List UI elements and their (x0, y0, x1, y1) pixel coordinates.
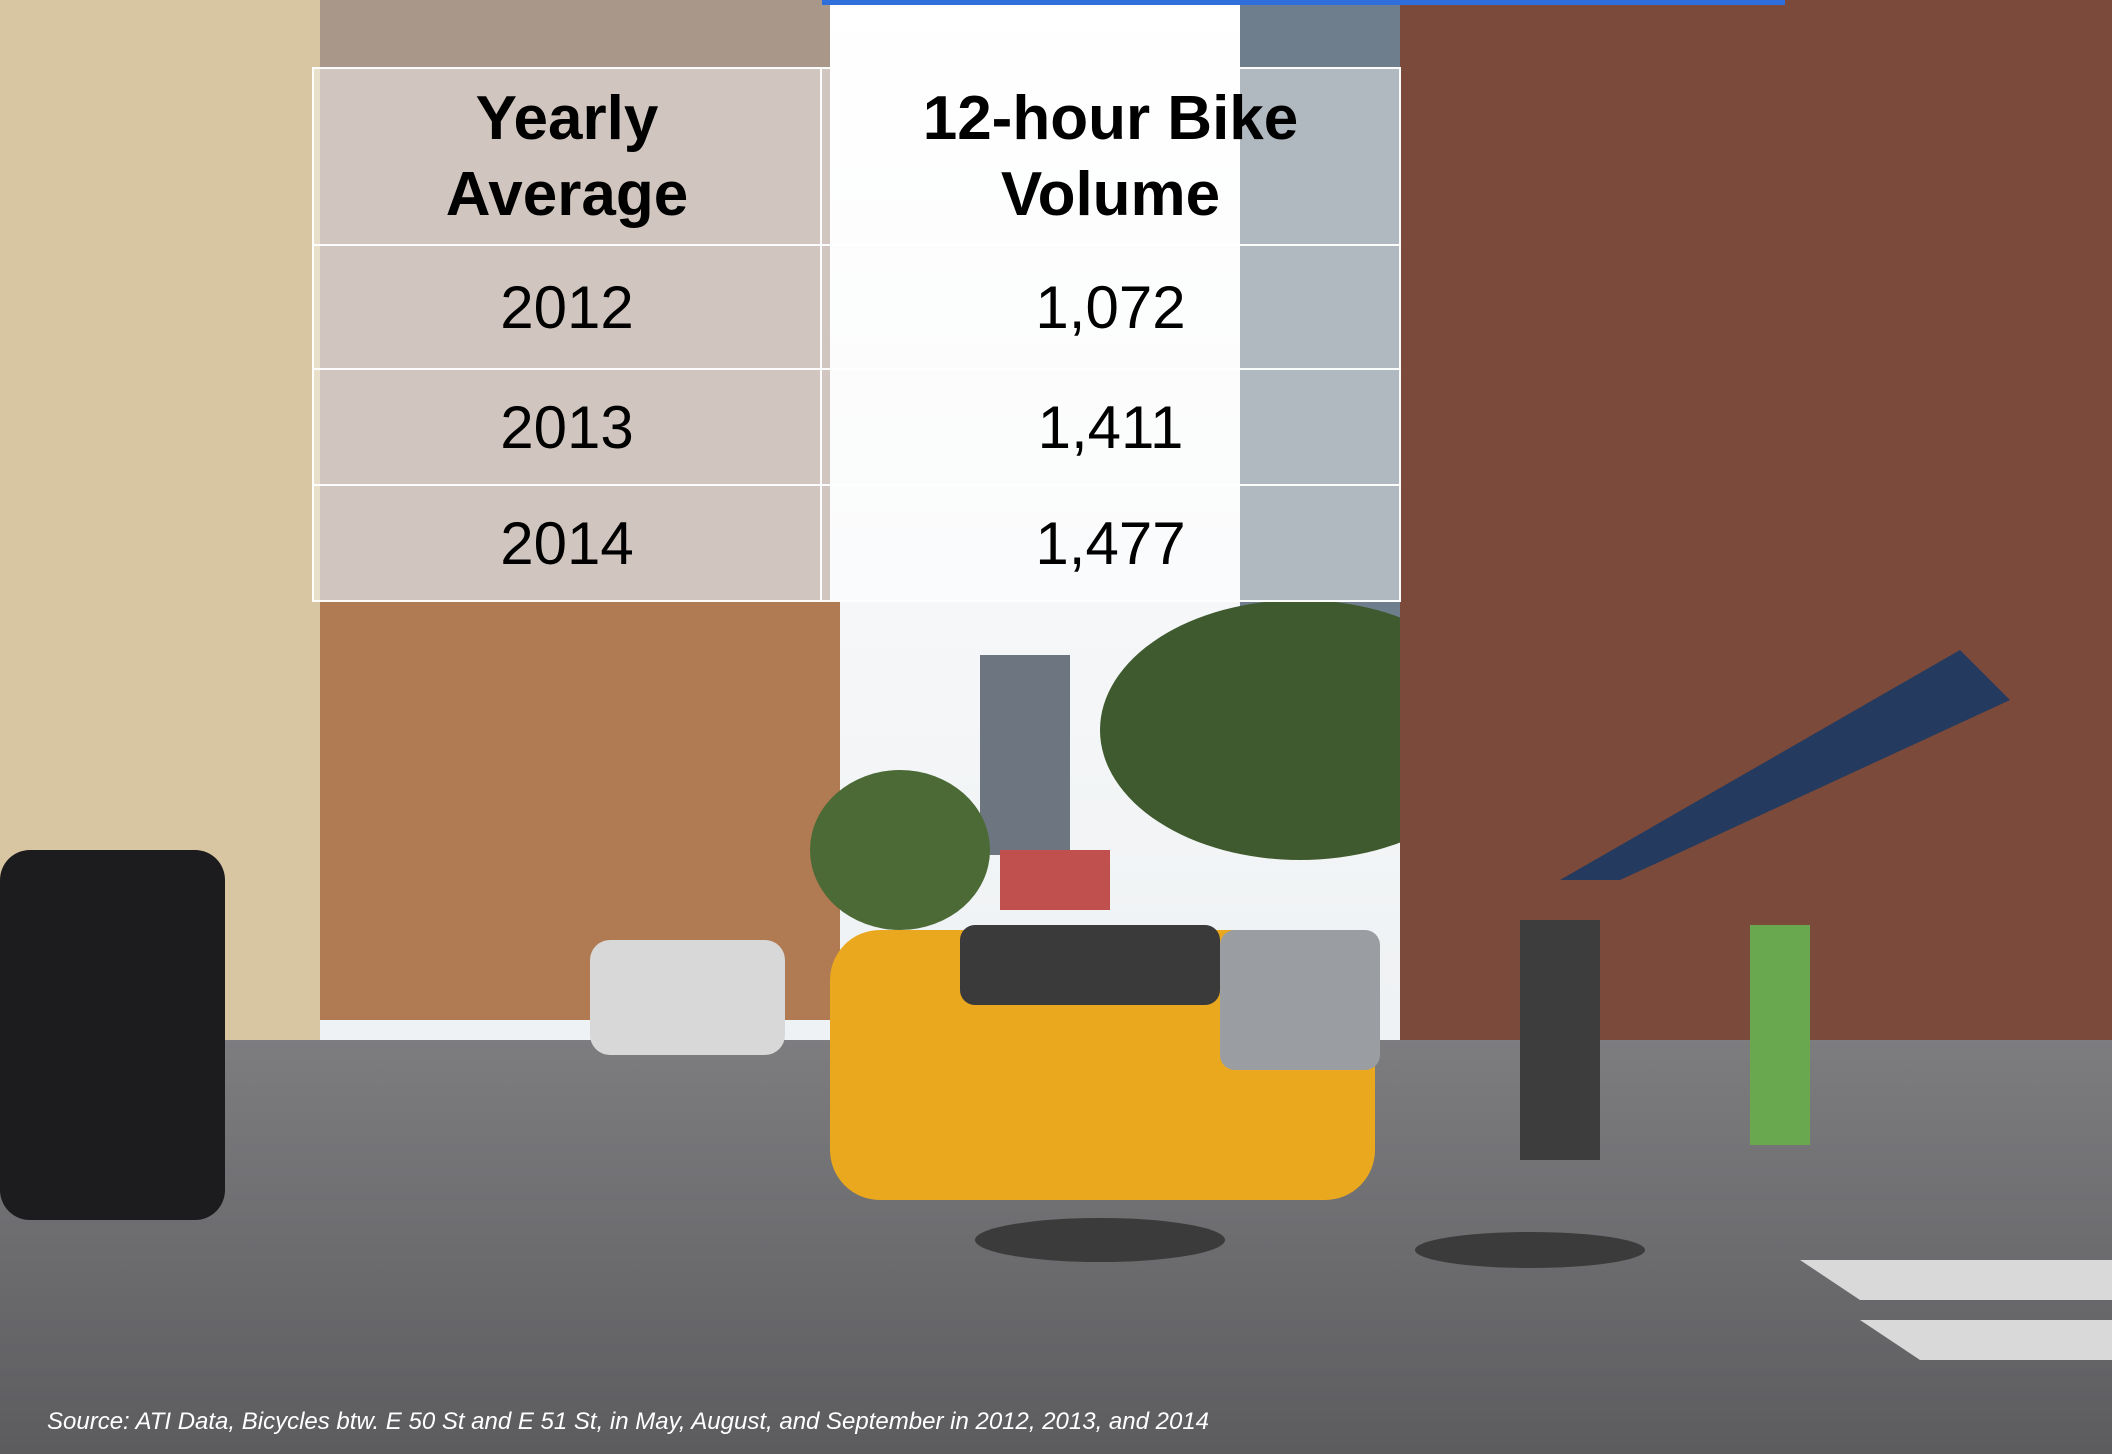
slide: {"table": {"header": ["Yearly Average", … (0, 0, 2112, 1454)
volume-cell: 1,411 (821, 369, 1400, 485)
row: 2013 1,411 (313, 369, 1400, 485)
row: 2012 1,072 (313, 245, 1400, 369)
header-row: Yearly Average 12-hour Bike Volume (313, 68, 1400, 245)
volume-cell: 1,072 (821, 245, 1400, 369)
year-cell: 2013 (313, 369, 821, 485)
header-cell: Yearly Average (313, 68, 821, 245)
row: 2014 1,477 (313, 485, 1400, 601)
year-cell: 2014 (313, 485, 821, 601)
bike-volume-table: Yearly Average 12-hour Bike Volume 2012 … (312, 67, 1401, 602)
year-cell: 2012 (313, 245, 821, 369)
volume-cell: 1,477 (821, 485, 1400, 601)
top-bar (822, 0, 1785, 5)
source-note: Source: ATI Data, Bicycles btw. E 50 St … (47, 1408, 1209, 1436)
header-cell: 12-hour Bike Volume (821, 68, 1400, 245)
